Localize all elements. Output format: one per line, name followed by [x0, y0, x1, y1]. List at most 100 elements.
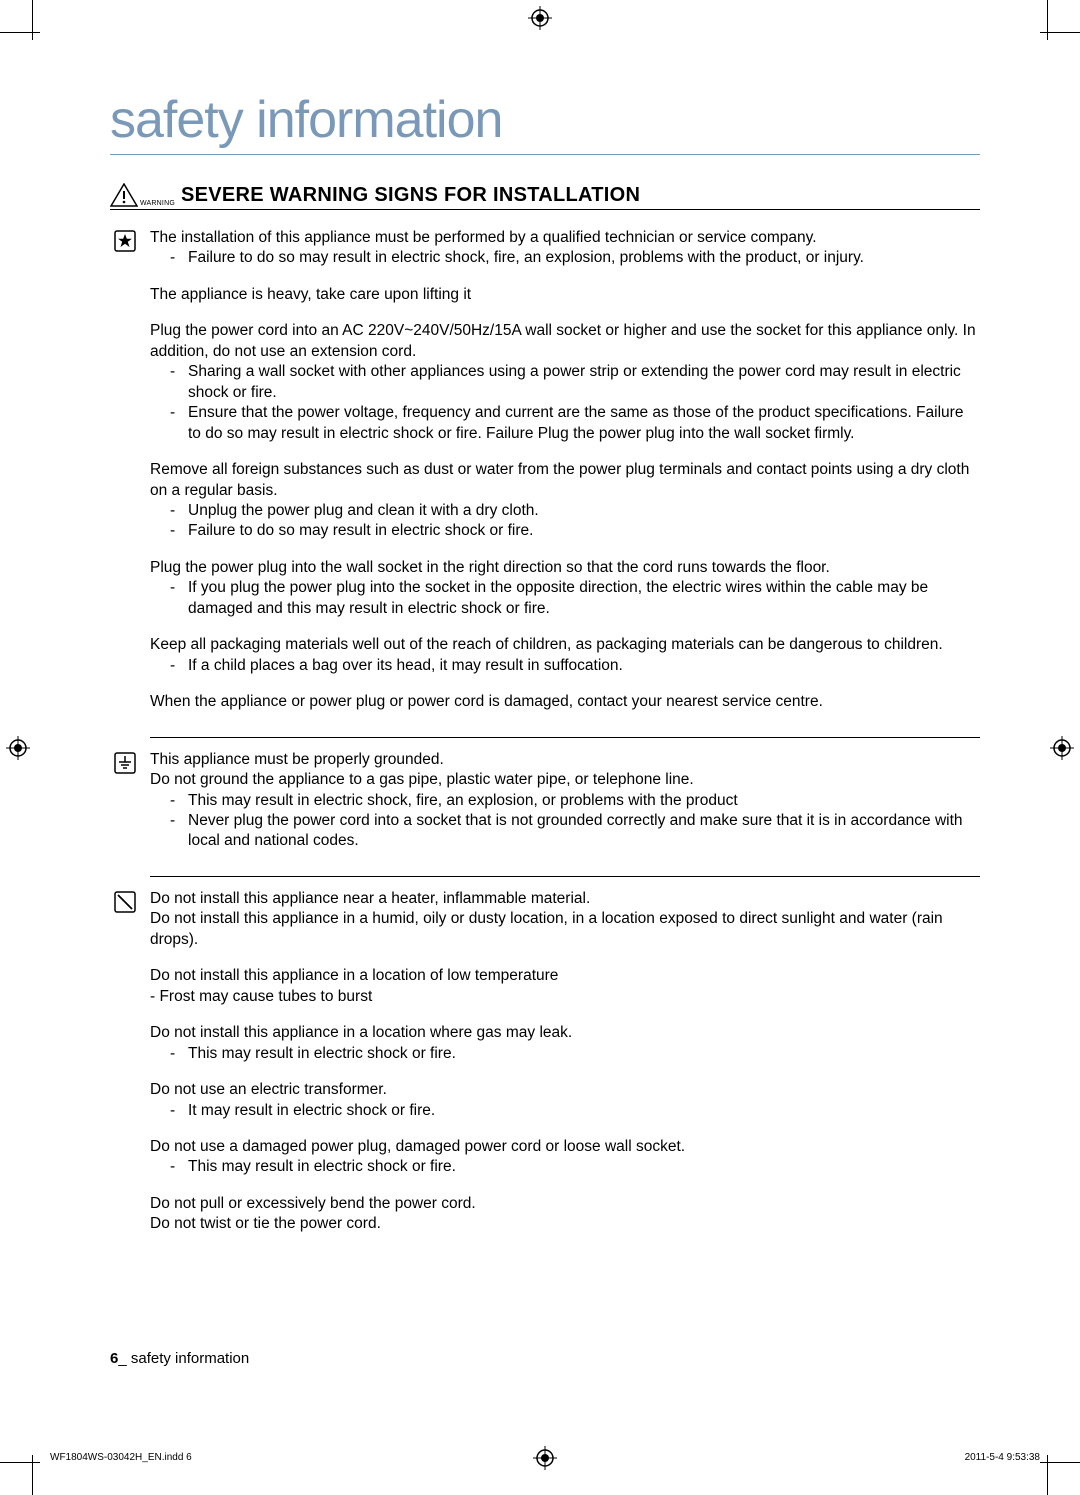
- sub-item: -Sharing a wall socket with other applia…: [170, 362, 980, 403]
- para-text: Do not use an electric transformer.: [150, 1080, 980, 1100]
- print-file: WF1804WS-03042H_EN.indd 6: [50, 1452, 192, 1463]
- section-title: SEVERE WARNING SIGNS FOR INSTALLATION: [181, 184, 640, 207]
- sub-text: Ensure that the power voltage, frequency…: [188, 403, 980, 444]
- page-footer: 6_ safety information: [110, 1350, 249, 1367]
- sub-text: If a child places a bag over its head, i…: [188, 656, 980, 676]
- sub-list: -It may result in electric shock or fire…: [150, 1101, 980, 1121]
- footer-label: safety information: [127, 1350, 250, 1367]
- paragraph: Do not pull or excessively bend the powe…: [150, 1194, 980, 1235]
- sub-list: -This may result in electric shock, fire…: [150, 791, 980, 852]
- dash-icon: -: [170, 656, 180, 676]
- divider: [150, 737, 980, 738]
- crop-mark: [1040, 1462, 1080, 1463]
- dash-icon: -: [170, 403, 180, 444]
- paragraph: Plug the power plug into the wall socket…: [150, 558, 980, 619]
- sub-text: Sharing a wall socket with other applian…: [188, 362, 980, 403]
- dash-icon: -: [170, 362, 180, 403]
- para-text: The appliance is heavy, take care upon l…: [150, 285, 980, 305]
- sub-list: -Unplug the power plug and clean it with…: [150, 501, 980, 542]
- registration-mark-icon: [528, 6, 552, 30]
- content-block: This appliance must be properly grounded…: [114, 750, 980, 868]
- warning-label: WARNING: [140, 200, 175, 207]
- para-text: Do not install this appliance in a locat…: [150, 966, 980, 986]
- sub-text: If you plug the power plug into the sock…: [188, 578, 980, 619]
- crop-mark: [32, 1455, 33, 1495]
- ground-icon: [114, 750, 140, 868]
- sub-text: This may result in electric shock or fir…: [188, 1157, 980, 1177]
- paragraph: Do not install this appliance in a locat…: [150, 966, 980, 1007]
- divider: [150, 876, 980, 877]
- registration-mark-icon: [6, 736, 30, 760]
- para-text: Do not install this appliance near a hea…: [150, 889, 980, 909]
- dash-icon: -: [170, 248, 180, 268]
- sub-item: -It may result in electric shock or fire…: [170, 1101, 980, 1121]
- dash-icon: -: [170, 791, 180, 811]
- para-text: Do not install this appliance in a humid…: [150, 909, 980, 950]
- warning-triangle-icon: [110, 183, 138, 207]
- sub-text: Unplug the power plug and clean it with …: [188, 501, 980, 521]
- paragraph: Do not install this appliance near a hea…: [150, 889, 980, 950]
- paragraph: Remove all foreign substances such as du…: [150, 460, 980, 542]
- crop-mark: [0, 32, 40, 33]
- sub-text: This may result in electric shock or fir…: [188, 1044, 980, 1064]
- sub-item: -If a child places a bag over its head, …: [170, 656, 980, 676]
- sub-text: It may result in electric shock or fire.: [188, 1101, 980, 1121]
- block-body: This appliance must be properly grounded…: [150, 750, 980, 868]
- sub-list: -This may result in electric shock or fi…: [150, 1044, 980, 1064]
- dash-icon: -: [170, 1044, 180, 1064]
- crop-mark: [1040, 32, 1080, 33]
- para-text: Do not twist or tie the power cord.: [150, 1214, 980, 1234]
- dash-icon: -: [170, 811, 180, 852]
- registration-mark-icon: [533, 1446, 557, 1470]
- content-block: Do not install this appliance near a hea…: [114, 889, 980, 1251]
- sub-list: -If a child places a bag over its head, …: [150, 656, 980, 676]
- dash-icon: -: [170, 578, 180, 619]
- sub-list: -This may result in electric shock or fi…: [150, 1157, 980, 1177]
- paragraph: This appliance must be properly grounded…: [150, 750, 980, 852]
- sub-item: -This may result in electric shock or fi…: [170, 1157, 980, 1177]
- print-timestamp: 2011-5-4 9:53:38: [965, 1452, 1040, 1463]
- crop-mark: [1047, 0, 1048, 40]
- sub-list: -Failure to do so may result in electric…: [150, 248, 980, 268]
- sub-item-raw: - Frost may cause tubes to burst: [150, 987, 980, 1007]
- sub-item: -Unplug the power plug and clean it with…: [170, 501, 980, 521]
- sub-list: -Sharing a wall socket with other applia…: [150, 362, 980, 444]
- sub-item: -If you plug the power plug into the soc…: [170, 578, 980, 619]
- para-text: When the appliance or power plug or powe…: [150, 692, 980, 712]
- sub-item: -This may result in electric shock or fi…: [170, 1044, 980, 1064]
- sub-item: -Ensure that the power voltage, frequenc…: [170, 403, 980, 444]
- sub-list: -If you plug the power plug into the soc…: [150, 578, 980, 619]
- crop-mark: [1047, 1455, 1048, 1495]
- paragraph: Plug the power cord into an AC 220V~240V…: [150, 321, 980, 444]
- dash-icon: -: [170, 1101, 180, 1121]
- prohibit-icon: [114, 889, 140, 1251]
- paragraph: Do not install this appliance in a locat…: [150, 1023, 980, 1064]
- para-text: Plug the power plug into the wall socket…: [150, 558, 980, 578]
- page-content: safety information WARNING SEVERE WARNIN…: [110, 90, 980, 1251]
- paragraph: Do not use an electric transformer.-It m…: [150, 1080, 980, 1121]
- paragraph: Keep all packaging materials well out of…: [150, 635, 980, 676]
- para-text: Do not install this appliance in a locat…: [150, 1023, 980, 1043]
- star-box-icon: [114, 228, 140, 729]
- paragraph: When the appliance or power plug or powe…: [150, 692, 980, 712]
- dash-icon: -: [170, 521, 180, 541]
- para-text: Do not ground the appliance to a gas pip…: [150, 770, 980, 790]
- block-body: The installation of this appliance must …: [150, 228, 980, 729]
- paragraph: The installation of this appliance must …: [150, 228, 980, 269]
- registration-mark-icon: [1050, 736, 1074, 760]
- sub-text: This may result in electric shock, fire,…: [188, 791, 980, 811]
- para-text: Remove all foreign substances such as du…: [150, 460, 980, 501]
- footer-separator: _: [118, 1350, 126, 1367]
- para-text: Plug the power cord into an AC 220V~240V…: [150, 321, 980, 362]
- section-heading: WARNING SEVERE WARNING SIGNS FOR INSTALL…: [110, 183, 980, 210]
- page-title: safety information: [110, 90, 980, 155]
- para-text: This appliance must be properly grounded…: [150, 750, 980, 770]
- crop-mark: [0, 1462, 40, 1463]
- print-footer: WF1804WS-03042H_EN.indd 6 2011-5-4 9:53:…: [50, 1452, 1040, 1463]
- para-text: Do not use a damaged power plug, damaged…: [150, 1137, 980, 1157]
- sub-item: -This may result in electric shock, fire…: [170, 791, 980, 811]
- paragraph: The appliance is heavy, take care upon l…: [150, 285, 980, 305]
- para-text: Do not pull or excessively bend the powe…: [150, 1194, 980, 1214]
- dash-icon: -: [170, 1157, 180, 1177]
- sub-item: -Failure to do so may result in electric…: [170, 248, 980, 268]
